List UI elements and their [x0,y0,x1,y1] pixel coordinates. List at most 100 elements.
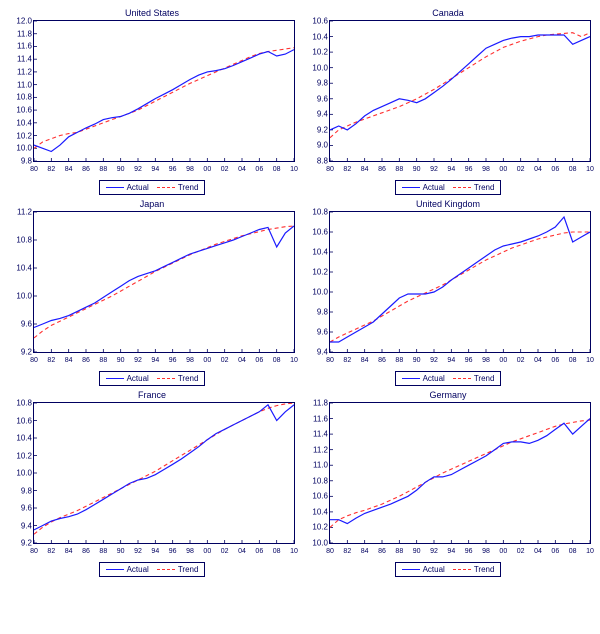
x-tick-label: 08 [569,166,577,173]
x-tick-label: 00 [203,548,211,555]
y-tick-label: 10.4 [10,434,32,443]
chart-plot-area: 9.29.610.010.410.811.2808284868890929496… [33,211,295,353]
x-tick-label: 80 [326,166,334,173]
y-tick-label: 11.4 [10,55,32,64]
legend-label-trend: Trend [178,183,199,192]
chart-plot-area: 9.49.69.810.010.210.410.610.880828486889… [329,211,591,353]
x-tick-label: 88 [99,357,107,364]
x-tick-label: 98 [186,548,194,555]
x-tick-label: 90 [117,166,125,173]
x-tick-label: 94 [151,548,159,555]
x-tick-label: 98 [186,166,194,173]
x-tick-label: 90 [117,357,125,364]
legend-label-actual: Actual [423,183,445,192]
x-tick-label: 06 [255,548,263,555]
y-tick-label: 9.8 [306,308,328,317]
x-tick-label: 02 [221,548,229,555]
y-tick-label: 8.8 [306,157,328,166]
y-tick-label: 11.6 [306,414,328,423]
legend-swatch-trend [453,378,471,379]
panel-title: France [138,390,166,400]
chart-panel-us: United States9.810.010.210.410.610.811.0… [8,8,296,195]
x-tick-label: 94 [151,357,159,364]
series-trend [34,403,294,534]
x-tick-label: 02 [221,357,229,364]
x-tick-label: 98 [482,166,490,173]
x-tick-label: 06 [255,166,263,173]
y-tick-label: 10.0 [306,63,328,72]
legend-label-actual: Actual [127,374,149,383]
y-tick-label: 9.6 [10,320,32,329]
x-tick-label: 82 [343,548,351,555]
y-tick-label: 10.4 [306,32,328,41]
x-tick-label: 82 [343,357,351,364]
x-tick-label: 04 [534,357,542,364]
chart-legend: ActualTrend [395,371,502,386]
y-tick-label: 10.0 [10,469,32,478]
y-tick-label: 10.2 [306,523,328,532]
x-tick-label: 00 [499,548,507,555]
x-tick-label: 10 [290,166,298,173]
x-tick-label: 96 [169,357,177,364]
series-actual [330,419,590,524]
legend-item-actual: Actual [402,565,445,574]
x-tick-label: 82 [47,166,55,173]
chart-legend: Actual Trend [99,562,206,577]
x-tick-label: 96 [169,548,177,555]
legend-label-trend: Trend [474,183,495,192]
legend-label-actual: Actual [127,183,149,192]
legend-label-trend: Trend [474,565,495,574]
y-tick-label: 10.4 [306,248,328,257]
chart-panel-jp: Japan 9.29.610.010.410.811.28082848688909… [8,199,296,386]
x-tick-label: 82 [343,166,351,173]
x-tick-label: 04 [238,166,246,173]
x-tick-label: 86 [82,357,90,364]
series-trend [330,232,590,342]
legend-swatch-actual [106,378,124,379]
legend-label-trend: Trend [178,565,199,574]
y-tick-label: 9.6 [10,504,32,513]
y-tick-label: 10.6 [306,17,328,26]
panel-title: Japan [140,199,165,209]
x-tick-label: 04 [238,357,246,364]
x-tick-label: 90 [413,357,421,364]
legend-swatch-actual [106,187,124,188]
panel-title: United Kingdom [416,199,480,209]
y-tick-label: 10.2 [306,268,328,277]
x-tick-label: 88 [395,166,403,173]
x-tick-label: 86 [378,166,386,173]
y-tick-label: 9.4 [306,110,328,119]
y-tick-label: 9.8 [10,486,32,495]
legend-label-actual: Actual [127,565,149,574]
x-tick-label: 00 [499,166,507,173]
y-tick-label: 10.2 [10,451,32,460]
chart-legend: Actual Trend [395,562,502,577]
chart-panel-de: Germany10.010.210.410.610.811.011.211.41… [304,390,592,577]
y-tick-label: 11.2 [10,208,32,217]
y-tick-label: 9.4 [306,348,328,357]
x-tick-label: 10 [290,357,298,364]
legend-label-trend: Trend [474,374,495,383]
x-tick-label: 10 [290,548,298,555]
series-trend [34,48,294,149]
chart-legend: Actual Trend [99,371,206,386]
legend-item-trend: Trend [453,374,495,383]
x-tick-label: 92 [134,357,142,364]
y-tick-label: 10.6 [10,416,32,425]
legend-label-trend: Trend [178,374,199,383]
x-tick-label: 84 [65,166,73,173]
x-tick-label: 88 [395,357,403,364]
x-tick-label: 88 [99,548,107,555]
x-tick-label: 90 [413,166,421,173]
x-tick-label: 98 [482,357,490,364]
x-tick-label: 94 [447,166,455,173]
y-tick-label: 9.2 [306,125,328,134]
x-tick-label: 84 [65,357,73,364]
chart-plot-area: 10.010.210.410.610.811.011.211.411.611.8… [329,402,591,544]
x-tick-label: 94 [151,166,159,173]
x-tick-label: 80 [326,548,334,555]
x-tick-label: 06 [551,357,559,364]
x-tick-label: 98 [186,357,194,364]
y-tick-label: 12.0 [10,17,32,26]
x-tick-label: 06 [255,357,263,364]
